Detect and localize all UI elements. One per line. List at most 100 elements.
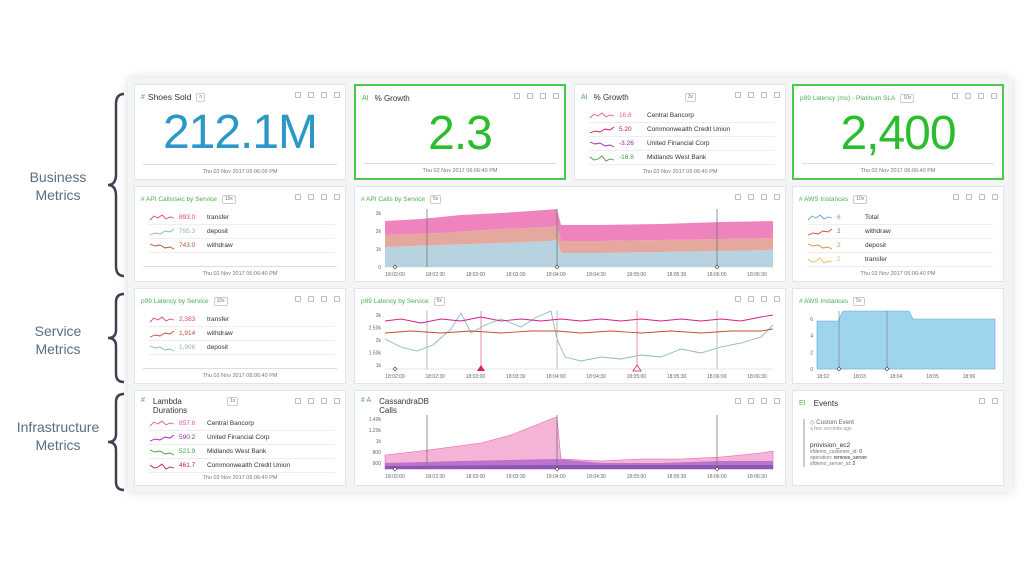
panel-growth-list[interactable]: AI % Growth 3x 16.8 Central Bancorp 5.20 Comm… xyxy=(574,84,786,180)
copy-icon[interactable] xyxy=(295,398,301,404)
event-item[interactable]: ◇ Custom Event a few seconds ago xyxy=(810,419,995,432)
alert-marker[interactable] xyxy=(632,364,642,372)
aws-instances-area-chart[interactable]: 6 4 2 0 18:02 18:03 18:04 18:05 18:06 xyxy=(799,309,999,381)
copy-icon[interactable] xyxy=(295,194,301,200)
chart-icon[interactable] xyxy=(748,92,754,98)
panel-api-calls-sec[interactable]: # API Calls/sec by Service 10x 893.0 trans… xyxy=(134,186,346,282)
panel-actions[interactable] xyxy=(295,398,340,404)
chart-icon[interactable] xyxy=(748,398,754,404)
legend-row[interactable]: 6 Total xyxy=(807,211,993,225)
panel-actions[interactable] xyxy=(514,93,559,99)
bell-icon[interactable] xyxy=(321,296,327,302)
menu-icon[interactable] xyxy=(334,194,340,200)
menu-icon[interactable] xyxy=(774,296,780,302)
menu-icon[interactable] xyxy=(774,92,780,98)
chart-icon[interactable] xyxy=(527,93,533,99)
copy-icon[interactable] xyxy=(735,92,741,98)
legend-row[interactable]: 2,383 transfer xyxy=(149,313,335,327)
legend-row[interactable]: 743.0 withdraw xyxy=(149,239,335,253)
panel-p99-latency-chart[interactable]: p99 Latency by Service 5x 3k 2.50k 2k 1.50k 1… xyxy=(354,288,786,384)
legend-row[interactable]: 2 transfer xyxy=(807,253,993,267)
panel-actions[interactable] xyxy=(979,398,998,404)
chart-icon[interactable] xyxy=(748,194,754,200)
legend-row[interactable]: -16.8 Midlands West Bank xyxy=(589,151,775,165)
panel-growth-single[interactable]: AI % Growth 2.3 Thu 02 Nov 2017 06:06:40 … xyxy=(354,84,566,180)
legend-row[interactable]: 590.2 United Financial Corp xyxy=(149,431,335,445)
legend-row[interactable]: 795.3 deposit xyxy=(149,225,335,239)
menu-icon[interactable] xyxy=(334,92,340,98)
event-marker[interactable] xyxy=(554,466,560,472)
panel-p99-latency-list[interactable]: p99 Latency by Service 10x 2,383 transfer 1… xyxy=(134,288,346,384)
panel-actions[interactable] xyxy=(735,398,780,404)
menu-icon[interactable] xyxy=(774,194,780,200)
chart-icon[interactable] xyxy=(748,296,754,302)
panel-actions[interactable] xyxy=(295,194,340,200)
legend-row[interactable]: 521.9 Midlands West Bank xyxy=(149,445,335,459)
legend-row[interactable]: -3.26 United Financial Corp xyxy=(589,137,775,151)
event-marker[interactable] xyxy=(392,466,398,472)
menu-icon[interactable] xyxy=(334,398,340,404)
menu-icon[interactable] xyxy=(992,398,998,404)
legend-row[interactable]: 2 withdraw xyxy=(807,225,993,239)
menu-icon[interactable] xyxy=(334,296,340,302)
legend-row[interactable]: 16.8 Central Bancorp xyxy=(589,109,775,123)
cassandra-area-chart[interactable]: 1.40k 1.20k 1k 800 600 18:02:00 18:02:30 18:03… xyxy=(361,413,781,487)
chart-icon[interactable] xyxy=(308,92,314,98)
chart-icon[interactable] xyxy=(308,194,314,200)
panel-events[interactable]: EI Events ◇ Custom Event a few seconds ag… xyxy=(792,390,1004,486)
copy-icon[interactable] xyxy=(952,93,958,99)
panel-aws-instances-list[interactable]: # AWS Instances 10x 6 Total 2 withdraw 2 depos… xyxy=(792,186,1004,282)
event-marker[interactable] xyxy=(392,264,398,270)
copy-icon[interactable] xyxy=(295,296,301,302)
bell-icon[interactable] xyxy=(761,398,767,404)
panel-actions[interactable] xyxy=(735,296,780,302)
menu-icon[interactable] xyxy=(992,194,998,200)
panel-cassandra-calls[interactable]: # A CassandraDB Calls 1.40k 1.20k 1k 800 600 … xyxy=(354,390,786,486)
bell-icon[interactable] xyxy=(761,92,767,98)
bell-icon[interactable] xyxy=(979,194,985,200)
event-marker[interactable] xyxy=(714,466,720,472)
alert-marker[interactable] xyxy=(477,365,485,371)
legend-row[interactable]: 5.20 Commonwealth Credit Union xyxy=(589,123,775,137)
copy-icon[interactable] xyxy=(735,194,741,200)
copy-icon[interactable] xyxy=(979,398,985,404)
chart-icon[interactable] xyxy=(308,398,314,404)
menu-icon[interactable] xyxy=(774,398,780,404)
event-marker[interactable] xyxy=(392,366,398,372)
copy-icon[interactable] xyxy=(953,194,959,200)
panel-actions[interactable] xyxy=(735,194,780,200)
panel-api-calls-chart[interactable]: # API Calls by Service 5x 3k 2k 1k 0 18:02:0… xyxy=(354,186,786,282)
menu-icon[interactable] xyxy=(553,93,559,99)
bell-icon[interactable] xyxy=(321,398,327,404)
copy-icon[interactable] xyxy=(735,296,741,302)
panel-lambda-durations[interactable]: # Lambda Durations 1x 857.6 Central Bancorp… xyxy=(134,390,346,486)
bell-icon[interactable] xyxy=(321,194,327,200)
panel-shoes-sold[interactable]: # Shoes Sold n 212.1M Thu 02 Nov 2017 06:0… xyxy=(134,84,346,180)
event-feed[interactable]: ◇ Custom Event a few seconds ago provisi… xyxy=(803,419,995,467)
panel-actions[interactable] xyxy=(295,92,340,98)
legend-row[interactable]: 893.0 transfer xyxy=(149,211,335,225)
bell-icon[interactable] xyxy=(978,93,984,99)
bell-icon[interactable] xyxy=(761,296,767,302)
legend-row[interactable]: 2 deposit xyxy=(807,239,993,253)
panel-actions[interactable] xyxy=(953,194,998,200)
api-calls-area-chart[interactable]: 3k 2k 1k 0 18:02:00 18:02:30 18:03:00 18:03:30… xyxy=(361,207,781,279)
chart-icon[interactable] xyxy=(308,296,314,302)
copy-icon[interactable] xyxy=(295,92,301,98)
event-item[interactable]: provision_ec2 sfdemo_customer_id: 0 oper… xyxy=(810,442,995,467)
event-marker[interactable] xyxy=(714,264,720,270)
menu-icon[interactable] xyxy=(991,93,997,99)
copy-icon[interactable] xyxy=(514,93,520,99)
panel-actions[interactable] xyxy=(295,296,340,302)
legend-row[interactable]: 1,906 deposit xyxy=(149,341,335,355)
bell-icon[interactable] xyxy=(321,92,327,98)
event-marker[interactable] xyxy=(836,366,842,372)
p99-latency-line-chart[interactable]: 3k 2.50k 2k 1.50k 1k 18:02:00 18:02:30 18:03:0… xyxy=(361,309,781,381)
legend-row[interactable]: 857.6 Central Bancorp xyxy=(149,417,335,431)
bell-icon[interactable] xyxy=(761,194,767,200)
chart-icon[interactable] xyxy=(966,194,972,200)
panel-actions[interactable] xyxy=(952,93,997,99)
legend-row[interactable]: 461.7 Commonwealth Credit Union xyxy=(149,459,335,473)
chart-icon[interactable] xyxy=(965,93,971,99)
